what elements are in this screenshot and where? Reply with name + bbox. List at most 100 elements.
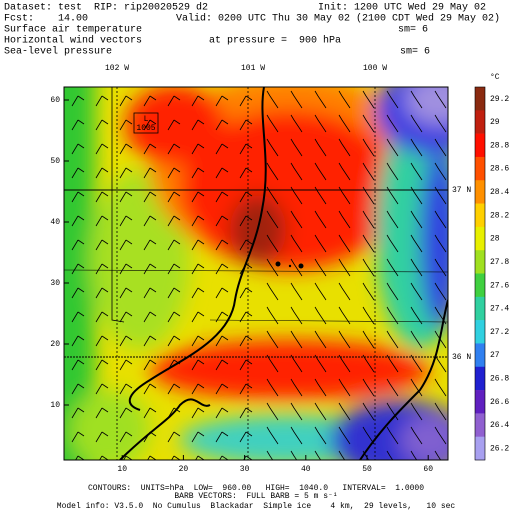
wind-barb <box>191 191 205 203</box>
wind-barb <box>215 431 229 443</box>
wind-barb <box>239 239 253 251</box>
wind-barb <box>119 383 133 395</box>
colorbar-swatch <box>475 296 485 321</box>
wind-barb <box>290 330 303 349</box>
wind-barb <box>410 90 423 109</box>
wind-barb <box>215 95 229 107</box>
wind-barb <box>362 234 375 253</box>
map-lines <box>64 87 448 460</box>
wind-barb <box>410 402 423 421</box>
colorbar-label: 26.6 <box>490 398 509 407</box>
wind-barb <box>386 138 399 157</box>
colorbar-label: 27.2 <box>490 328 509 337</box>
level: at pressure = 900 hPa <box>209 35 341 47</box>
wind-barb <box>386 426 399 445</box>
wind-barb <box>290 258 303 277</box>
wind-barb <box>71 167 85 179</box>
wind-barb <box>266 162 279 181</box>
wind-barb <box>266 450 274 460</box>
colorbar-label: 26.2 <box>490 444 509 453</box>
wind-barb <box>338 90 351 109</box>
wind-barb <box>95 143 109 155</box>
latitude-label: 37 N <box>452 186 471 195</box>
wind-barb <box>338 210 351 229</box>
wind-barb <box>338 426 351 445</box>
colorbar-swatch <box>475 110 485 134</box>
wind-barb <box>362 378 375 397</box>
wind-barb <box>338 114 351 133</box>
wind-barb <box>338 402 351 421</box>
field: Surface air temperature <box>4 24 142 36</box>
colorbar-label: 27.4 <box>490 305 509 314</box>
smoothing: sm= 6 <box>400 47 430 58</box>
wind-barb <box>314 330 327 349</box>
y-tick-label: 20 <box>50 340 60 349</box>
wind-barb <box>95 239 109 251</box>
wind-barb <box>167 95 181 107</box>
wind-barb <box>95 431 109 443</box>
wind-barb <box>239 191 253 203</box>
wind-barb <box>195 455 205 460</box>
wind-barb <box>386 114 399 133</box>
wind-barb <box>410 114 423 133</box>
wind-barb <box>239 119 253 131</box>
wind-barb <box>314 258 327 277</box>
wind-barb <box>362 402 375 421</box>
colorbar-label: 28 <box>490 235 500 244</box>
wind-barb <box>386 210 399 229</box>
wind-barb <box>215 383 229 395</box>
wind-barb <box>119 263 133 275</box>
wind-barb <box>290 234 303 253</box>
wind-barb <box>71 215 85 227</box>
wind-barb <box>71 119 85 131</box>
wind-barb <box>95 407 109 419</box>
x-tick-label: 30 <box>240 465 250 474</box>
wind-barb <box>143 335 157 347</box>
wind-barb <box>215 263 229 275</box>
wind-barb <box>338 258 351 277</box>
wind-barb <box>362 114 375 133</box>
wind-barb <box>215 191 229 203</box>
colorbar-label: 28.4 <box>490 188 509 197</box>
wind-barb <box>290 162 303 181</box>
wind-barb <box>119 215 133 227</box>
wind-barb <box>71 239 85 251</box>
wind-barb <box>290 90 303 109</box>
colorbar-label: 28.2 <box>490 211 509 220</box>
wind-barb <box>314 306 327 325</box>
smoothing: sm= 6 <box>398 25 428 36</box>
wind-barb <box>215 167 229 179</box>
wind-barb <box>239 359 253 371</box>
wind-barb <box>386 258 399 277</box>
wind-barb <box>386 330 399 349</box>
x-tick-label: 40 <box>301 465 311 474</box>
wind-barb <box>119 239 133 251</box>
wind-barb <box>314 210 327 229</box>
wind-barb <box>314 138 327 157</box>
wind-barb <box>362 138 375 157</box>
wind-barb <box>314 114 327 133</box>
wind-barb <box>219 455 229 460</box>
wind-barb <box>191 431 205 443</box>
wind-barb <box>338 234 351 253</box>
wind-barb <box>215 359 229 371</box>
wind-barb <box>386 306 399 325</box>
wind-barb <box>191 119 205 131</box>
wind-barb <box>266 90 279 109</box>
field: Sea-level pressure <box>4 46 112 58</box>
wind-barb <box>119 311 133 323</box>
wind-barb <box>191 383 205 395</box>
wind-barb <box>410 138 423 157</box>
wind-barb <box>119 335 133 347</box>
y-tick-label: 10 <box>50 401 60 410</box>
wind-barb <box>362 306 375 325</box>
wind-barb <box>171 455 181 460</box>
wind-barb <box>95 167 109 179</box>
wind-barb <box>290 210 303 229</box>
wind-barb <box>239 431 253 443</box>
valid: Valid: 0200 UTC Thu 30 May 02 (2100 CDT … <box>176 13 500 25</box>
wind-barb <box>314 426 327 445</box>
wind-barb <box>434 162 447 181</box>
wind-barb <box>434 90 447 109</box>
wind-barb <box>338 138 351 157</box>
